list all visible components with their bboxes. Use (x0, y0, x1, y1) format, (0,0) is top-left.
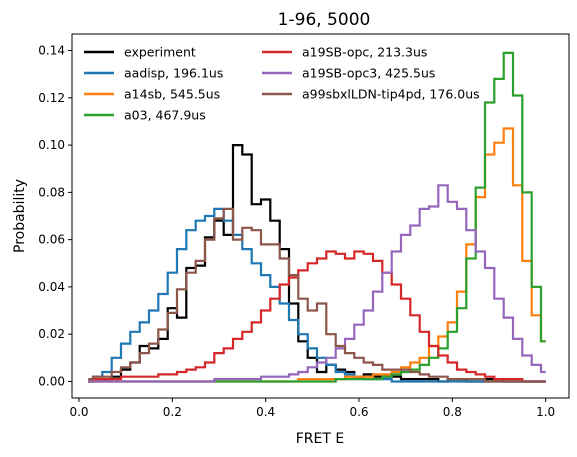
series-line-1 (88, 207, 546, 383)
series-line-6 (88, 207, 546, 383)
legend: experiment aadisp, 196.1us a14sb, 545.5us a… (84, 45, 480, 123)
chart-title: 1-96, 5000 (278, 10, 371, 30)
y-tick-label: 0.08 (38, 185, 65, 199)
x-axis-label: FRET E (296, 431, 344, 447)
x-tick-label: 0.6 (349, 405, 368, 419)
legend-label: a03, 467.9us (124, 108, 206, 123)
legend-label: a19SB-opc3, 425.5us (302, 66, 435, 81)
x-tick-label: 0.2 (163, 405, 182, 419)
y-tick-label: 0.00 (38, 374, 65, 388)
series-line-4 (88, 250, 546, 383)
legend-label: a99sbxlLDN-tip4pd, 176.0us (302, 87, 480, 102)
y-tick-label: 0.06 (38, 233, 65, 247)
x-tick-label: 1.0 (536, 405, 555, 419)
x-tick-label: 0.4 (256, 405, 275, 419)
plot-frame (72, 34, 569, 398)
legend-label: aadisp, 196.1us (124, 66, 223, 81)
x-axis: 0.0 0.2 0.4 0.6 0.8 1.0 (69, 398, 555, 419)
legend-label: a19SB-opc, 213.3us (302, 45, 427, 60)
series-layer (88, 51, 546, 383)
plot-border (71, 33, 570, 399)
plot-area (71, 33, 570, 399)
y-tick-label: 0.14 (38, 44, 65, 58)
legend-label: a14sb, 545.5us (124, 87, 220, 102)
y-tick-label: 0.12 (38, 91, 65, 105)
y-axis-label: Probability (12, 179, 28, 253)
y-tick-label: 0.10 (38, 138, 65, 152)
y-tick-label: 0.04 (38, 280, 65, 294)
x-tick-label: 0.8 (443, 405, 462, 419)
legend-label: experiment (124, 45, 196, 60)
y-tick-label: 0.02 (38, 327, 65, 341)
series-line-5 (88, 184, 546, 383)
x-tick-label: 0.0 (69, 405, 88, 419)
y-axis: 0.00 0.02 0.04 0.06 0.08 0.10 0.12 0.14 (38, 44, 72, 388)
